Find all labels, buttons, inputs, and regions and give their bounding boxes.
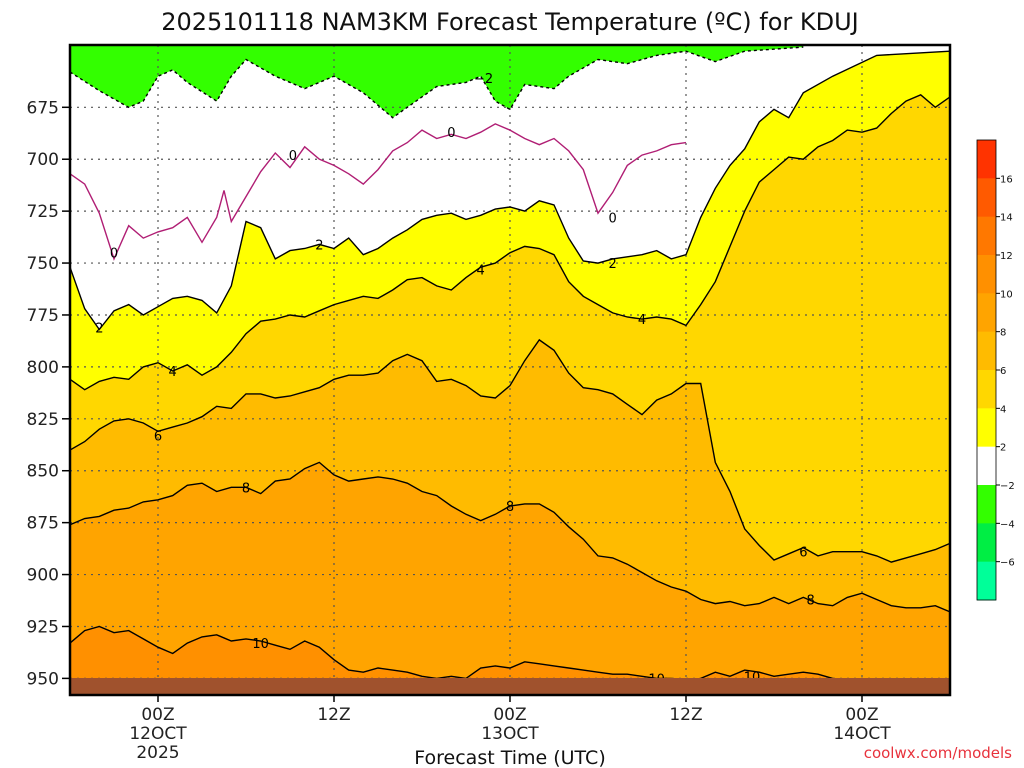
x-tick-label: 13OCT <box>481 724 539 744</box>
contour-line-6 <box>70 338 950 563</box>
y-axis: 675 700 725 750 775 800 825 850 875 900 925 950 <box>27 98 70 689</box>
contour-line-2 <box>70 50 950 331</box>
contour-label: 4 <box>638 313 646 328</box>
y-tick-label: 825 <box>27 410 59 430</box>
y-tick-label: 875 <box>27 514 59 534</box>
band-near-zero <box>70 45 950 330</box>
contour-label: 0 <box>447 126 455 141</box>
contour-label: 4 <box>477 263 485 278</box>
colorbar-tick-label: 2 <box>1000 443 1006 454</box>
contour-label: 8 <box>242 481 250 496</box>
contour-label: 0 <box>110 247 118 262</box>
colorbar-swatch <box>977 446 996 486</box>
x-tick-label: 00Z <box>845 705 878 725</box>
colorbar-swatch <box>977 293 996 333</box>
colorbar-tick-label: 10 <box>1000 289 1013 300</box>
colorbar-tick-label: 16 <box>1000 174 1013 185</box>
x-tick-label: 2025 <box>136 743 179 763</box>
y-tick-label: 925 <box>27 617 59 637</box>
contour-line-10 <box>70 625 950 686</box>
chart-title: 2025101118 NAM3KM Forecast Temperature (… <box>161 8 859 36</box>
contour-label: 2 <box>315 238 323 253</box>
colorbar-tick-label: 6 <box>1000 366 1006 377</box>
credit-text: coolwx.com/models <box>864 744 1012 762</box>
y-tick-label: 850 <box>27 462 59 482</box>
x-tick-label: 00Z <box>141 705 174 725</box>
colorbar-swatch <box>977 485 996 524</box>
y-tick-label: 675 <box>27 98 59 118</box>
contour-label: 8 <box>506 500 514 515</box>
contour-label: 6 <box>799 546 807 561</box>
colorbar-tick-label: 14 <box>1000 213 1013 224</box>
x-tick-label: 14OCT <box>833 724 891 744</box>
ground-surface <box>70 678 950 695</box>
band-10-to-12 <box>70 626 950 695</box>
contour-label: −2 <box>474 72 493 87</box>
colorbar-swatch <box>977 370 996 409</box>
x-axis-label: Forecast Time (UTC) <box>414 747 605 768</box>
contour-line-4 <box>70 93 950 391</box>
y-tick-label: 900 <box>27 566 59 586</box>
colorbar-swatch <box>977 140 996 179</box>
x-tick-label: 12OCT <box>129 724 187 744</box>
colorbar-swatch <box>977 216 996 256</box>
y-tick-label: 725 <box>27 202 59 222</box>
colorbar-tick-label: −2 <box>1000 481 1015 492</box>
colorbar-tick-label: 12 <box>1000 251 1013 262</box>
contour-line-0 <box>70 123 687 261</box>
colorbar-legend: 16 14 12 10 8 6 4 2 −2 −4 −6 <box>976 139 1015 601</box>
colorbar-swatch <box>977 178 996 218</box>
colorbar-swatch <box>977 561 996 601</box>
colorbar-swatch <box>977 523 996 563</box>
y-tick-label: 950 <box>27 669 59 689</box>
y-tick-label: 800 <box>27 358 59 378</box>
contour-label: 4 <box>169 365 177 380</box>
contour-label: 2 <box>95 321 103 336</box>
colorbar-swatch <box>977 331 996 371</box>
x-tick-label: 12Z <box>669 705 702 725</box>
y-tick-label: 775 <box>27 306 59 326</box>
colorbar-swatch <box>977 255 996 294</box>
colorbar-tick-label: 4 <box>1000 404 1006 415</box>
contour-label: 2 <box>609 257 617 272</box>
x-tick-label: 12Z <box>317 705 350 725</box>
colorbar-tick-label: −6 <box>1000 558 1015 569</box>
contour-line-8 <box>70 461 950 613</box>
x-tick-label: 00Z <box>493 705 526 725</box>
contour-label: 0 <box>609 211 617 226</box>
contour-label: 6 <box>154 429 162 444</box>
y-tick-label: 700 <box>27 150 59 170</box>
contour-label: 10 <box>252 637 269 652</box>
y-tick-label: 750 <box>27 254 59 274</box>
colorbar-tick-label: 8 <box>1000 328 1006 339</box>
colorbar-tick-label: −4 <box>1000 519 1015 530</box>
contour-label: 0 <box>289 149 297 164</box>
colorbar-swatch <box>977 408 996 448</box>
contour-label: 8 <box>807 593 815 608</box>
contour-line-minus2 <box>70 46 804 119</box>
